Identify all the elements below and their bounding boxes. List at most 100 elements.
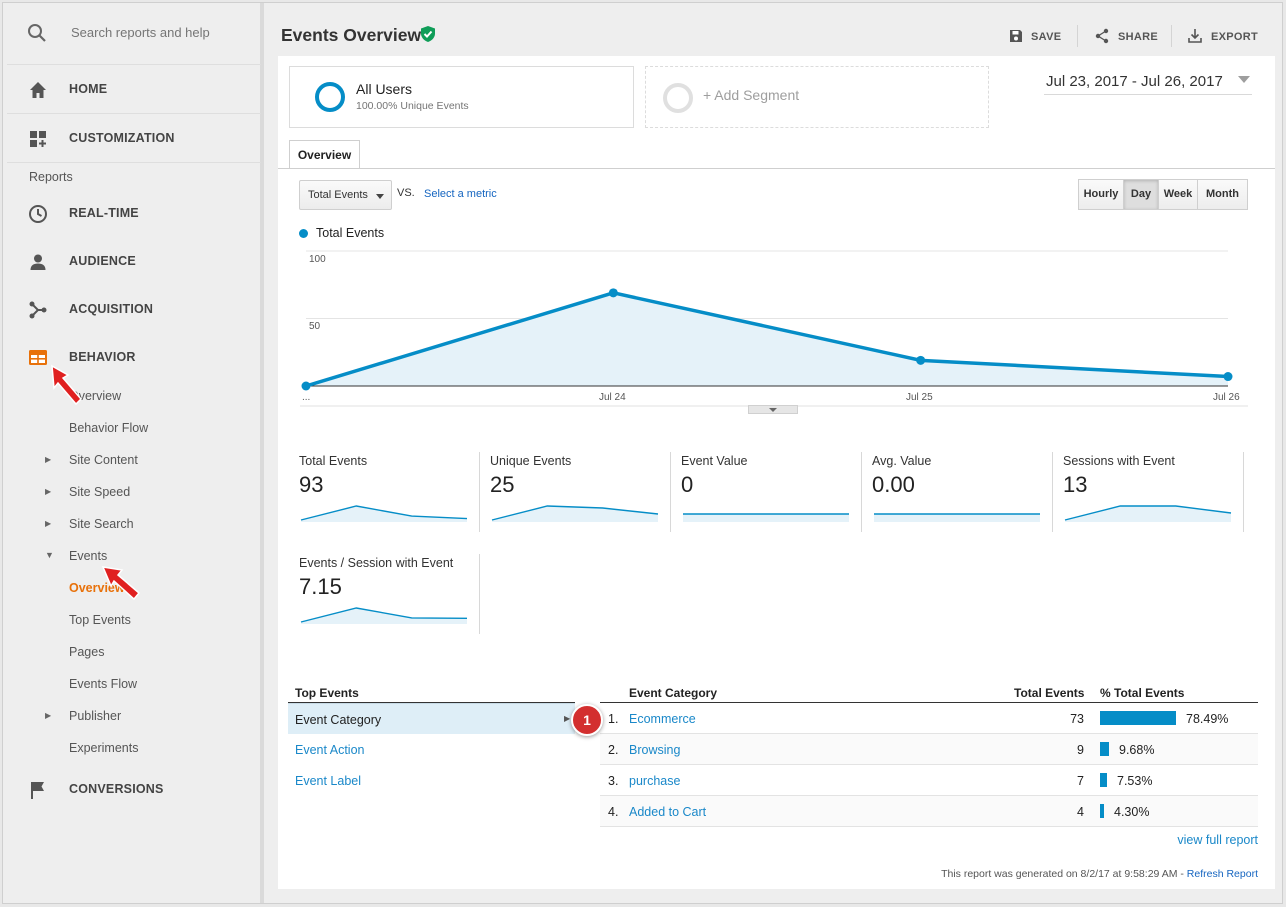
scorecard-label: Avg. Value bbox=[872, 454, 932, 468]
dimension-label: Event Category bbox=[295, 713, 382, 727]
chevron-down-icon bbox=[376, 194, 384, 199]
row-total-events: 7 bbox=[1077, 774, 1084, 788]
nav-behavior[interactable]: BEHAVIOR bbox=[7, 333, 261, 381]
experiments[interactable]: Experiments bbox=[69, 741, 139, 755]
col-pct-total-events[interactable]: % Total Events bbox=[1100, 686, 1185, 700]
row-category-link[interactable]: Ecommerce bbox=[629, 712, 696, 726]
tab-overview[interactable]: Overview bbox=[289, 140, 360, 169]
export-label: EXPORT bbox=[1211, 31, 1259, 43]
granularity-week[interactable]: Week bbox=[1158, 179, 1198, 210]
table-row: 2. Browsing 9 9.68% bbox=[600, 734, 1258, 765]
view-full-report-link[interactable]: view full report bbox=[1177, 833, 1258, 847]
segment-all-users[interactable]: All Users 100.00% Unique Events bbox=[289, 66, 634, 128]
scorecard-events-per-session[interactable]: Events / Session with Event 7.15 bbox=[299, 556, 479, 634]
site-content[interactable]: Site Content bbox=[69, 453, 138, 467]
granularity-month[interactable]: Month bbox=[1197, 179, 1248, 210]
scorecard-unique-events[interactable]: Unique Events 25 bbox=[490, 454, 670, 532]
events[interactable]: Events bbox=[69, 549, 108, 563]
dashboard-plus-icon bbox=[27, 128, 49, 150]
search-bar[interactable] bbox=[7, 3, 261, 65]
nav-conversions[interactable]: CONVERSIONS bbox=[7, 765, 261, 813]
nav-conversions-label: CONVERSIONS bbox=[69, 782, 164, 796]
row-category-link[interactable]: Added to Cart bbox=[629, 805, 707, 819]
dimension-event-label[interactable]: Event Label bbox=[295, 774, 362, 788]
col-total-events[interactable]: Total Events bbox=[1014, 686, 1085, 700]
nav-acquisition[interactable]: ACQUISITION bbox=[7, 285, 261, 333]
vs-label: VS. bbox=[397, 187, 415, 199]
metric-dropdown[interactable]: Total Events bbox=[299, 180, 392, 210]
top-events[interactable]: Top Events bbox=[69, 613, 131, 627]
expand-site-search-icon[interactable]: ▶ bbox=[45, 519, 52, 528]
row-percent-bar bbox=[1100, 773, 1107, 787]
save-button[interactable]: SAVE bbox=[1009, 27, 1061, 47]
behavior-flow[interactable]: Behavior Flow bbox=[69, 421, 149, 435]
expand-publisher-icon[interactable]: ▶ bbox=[45, 711, 52, 720]
date-range-picker[interactable]: Jul 23, 2017 - Jul 26, 2017 bbox=[1044, 71, 1252, 95]
report-card: All Users 100.00% Unique Events + Add Se… bbox=[278, 56, 1275, 889]
sparkline-line bbox=[300, 505, 468, 521]
header-rule bbox=[600, 702, 1258, 703]
scorecard-divider bbox=[479, 554, 480, 634]
scorecard-divider bbox=[861, 452, 862, 532]
data-point bbox=[301, 381, 311, 391]
flag-icon bbox=[27, 779, 49, 801]
scorecard-sessions-with-event[interactable]: Sessions with Event 13 bbox=[1063, 454, 1243, 532]
branch-icon bbox=[27, 299, 49, 321]
expand-site-content-icon[interactable]: ▶ bbox=[45, 455, 52, 464]
data-point bbox=[608, 288, 618, 298]
nav-home[interactable]: HOME bbox=[7, 65, 261, 114]
nav-realtime[interactable]: REAL-TIME bbox=[7, 189, 261, 237]
row-category-link[interactable]: purchase bbox=[629, 774, 681, 788]
site-search[interactable]: Site Search bbox=[69, 517, 134, 531]
add-segment-button[interactable]: + Add Segment bbox=[645, 66, 989, 128]
save-icon bbox=[1009, 29, 1023, 46]
site-speed[interactable]: Site Speed bbox=[69, 485, 131, 499]
row-total-events: 9 bbox=[1077, 743, 1084, 757]
chevron-right-icon: ▶ bbox=[564, 714, 571, 723]
dimension-event-category[interactable]: Event Category ▶ bbox=[288, 703, 575, 734]
nav-audience[interactable]: AUDIENCE bbox=[7, 237, 261, 285]
pages[interactable]: Pages bbox=[69, 645, 105, 659]
expand-chart-handle[interactable] bbox=[748, 405, 798, 414]
nav-audience-label: AUDIENCE bbox=[69, 254, 136, 268]
x-tick-jul24: Jul 24 bbox=[599, 392, 626, 403]
dimension-event-action[interactable]: Event Action bbox=[295, 743, 365, 757]
behavior-overview[interactable]: Overview bbox=[69, 389, 122, 403]
row-percent: 4.30% bbox=[1114, 805, 1150, 819]
table-row: 1. Ecommerce 73 78.49% bbox=[600, 703, 1258, 734]
export-button[interactable]: EXPORT bbox=[1187, 27, 1258, 47]
share-button[interactable]: SHARE bbox=[1094, 27, 1158, 47]
series-area bbox=[306, 292, 1228, 386]
events-flow[interactable]: Events Flow bbox=[69, 677, 138, 691]
scorecard-event-value[interactable]: Event Value 0 bbox=[681, 454, 861, 532]
expand-site-speed-icon[interactable]: ▶ bbox=[45, 487, 52, 496]
granularity-hourly[interactable]: Hourly bbox=[1078, 179, 1124, 210]
publisher[interactable]: Publisher bbox=[69, 709, 122, 723]
scorecard-value: 13 bbox=[1063, 472, 1088, 497]
scorecard-avg-value[interactable]: Avg. Value 0.00 bbox=[872, 454, 1052, 532]
segment-ring-icon bbox=[314, 81, 346, 116]
x-tick-jul26: Jul 26 bbox=[1213, 392, 1240, 403]
y-tick-50: 50 bbox=[309, 321, 321, 332]
search-input[interactable] bbox=[71, 25, 251, 40]
share-label: SHARE bbox=[1118, 31, 1159, 43]
nav-customization-label: CUSTOMIZATION bbox=[69, 131, 175, 145]
row-percent: 9.68% bbox=[1119, 743, 1155, 757]
person-icon bbox=[27, 251, 49, 273]
refresh-report-link[interactable]: Refresh Report bbox=[1186, 868, 1258, 880]
header-rule bbox=[288, 702, 575, 703]
annotation-badge: 1 bbox=[571, 704, 603, 736]
save-label: SAVE bbox=[1031, 31, 1062, 43]
nav-customization[interactable]: CUSTOMIZATION bbox=[7, 114, 261, 163]
scorecard-total-events[interactable]: Total Events 93 bbox=[299, 454, 479, 532]
search-icon bbox=[27, 23, 47, 46]
add-segment-label: + Add Segment bbox=[703, 87, 800, 103]
chevron-down-icon bbox=[1238, 76, 1250, 83]
select-metric-link[interactable]: Select a metric bbox=[424, 188, 497, 200]
collapse-events-icon[interactable]: ▼ bbox=[45, 550, 54, 560]
row-category-link[interactable]: Browsing bbox=[629, 743, 681, 757]
y-tick-100: 100 bbox=[309, 254, 326, 265]
nav-realtime-label: REAL-TIME bbox=[69, 206, 139, 220]
annotation-arrow bbox=[51, 364, 83, 406]
sparkline bbox=[1064, 505, 1232, 522]
